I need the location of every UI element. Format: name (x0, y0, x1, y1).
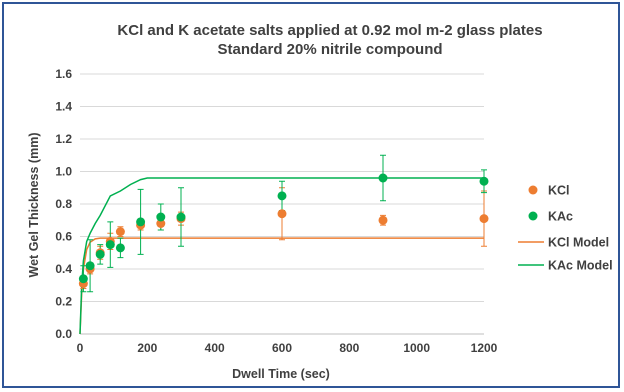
y-tick-label: 0.2 (55, 295, 72, 309)
x-tick-label: 1000 (403, 341, 430, 355)
y-tick-label: 0.6 (55, 230, 72, 244)
kac-point (176, 212, 186, 222)
x-tick-label: 0 (77, 341, 84, 355)
kac-point (85, 261, 95, 271)
kcl-point (277, 209, 287, 219)
legend: KCl KAc KCl Model KAc Model (518, 184, 613, 273)
y-tick-label: 0.4 (55, 262, 72, 276)
data-points (78, 173, 489, 289)
kac-point (105, 240, 115, 250)
kcl-point (479, 214, 489, 224)
kac-point (78, 274, 88, 284)
kac-point (277, 191, 287, 201)
x-axis-label: Dwell Time (sec) (232, 367, 330, 381)
kcl-point (378, 215, 388, 225)
y-axis-label: Wet Gel Thickness (mm) (27, 133, 41, 278)
y-tick-label: 1.2 (55, 132, 72, 146)
kac-point (95, 249, 105, 259)
kac-point (378, 173, 388, 183)
y-tick-label: 0.8 (55, 197, 72, 211)
x-tick-label: 400 (205, 341, 225, 355)
chart-subtitle: Standard 20% nitrile compound (217, 41, 442, 58)
x-tick-label: 600 (272, 341, 292, 355)
y-tick-label: 0.0 (55, 327, 72, 341)
legend-label-kac-model: KAc Model (548, 259, 613, 273)
kcl-point (115, 227, 125, 237)
kac-point (136, 217, 146, 227)
x-tick-labels: 0 200 400 600 800 1000 1200 (77, 341, 498, 355)
x-tick-label: 800 (339, 341, 359, 355)
y-tick-label: 1.6 (55, 67, 72, 81)
legend-marker-kac (528, 211, 538, 221)
legend-marker-kcl (528, 185, 538, 195)
legend-label-kcl: KCl (548, 184, 570, 198)
kac-model-line (79, 177, 484, 335)
legend-label-kcl-model: KCl Model (548, 236, 609, 250)
x-tick-label: 200 (137, 341, 157, 355)
kcl-point (156, 219, 166, 228)
kac-point (156, 212, 166, 222)
y-tick-labels: 0.0 0.2 0.4 0.6 0.8 1.0 1.2 1.4 1.6 (55, 67, 72, 341)
kac-point (479, 176, 489, 186)
kac-point (115, 243, 125, 253)
legend-label-kac: KAc (548, 210, 573, 224)
chart-title: KCl and K acetate salts applied at 0.92 … (117, 22, 542, 39)
x-tick-label: 1200 (471, 341, 498, 355)
y-tick-label: 1.4 (55, 100, 72, 114)
chart-frame (2, 2, 620, 388)
y-tick-label: 1.0 (55, 165, 72, 179)
